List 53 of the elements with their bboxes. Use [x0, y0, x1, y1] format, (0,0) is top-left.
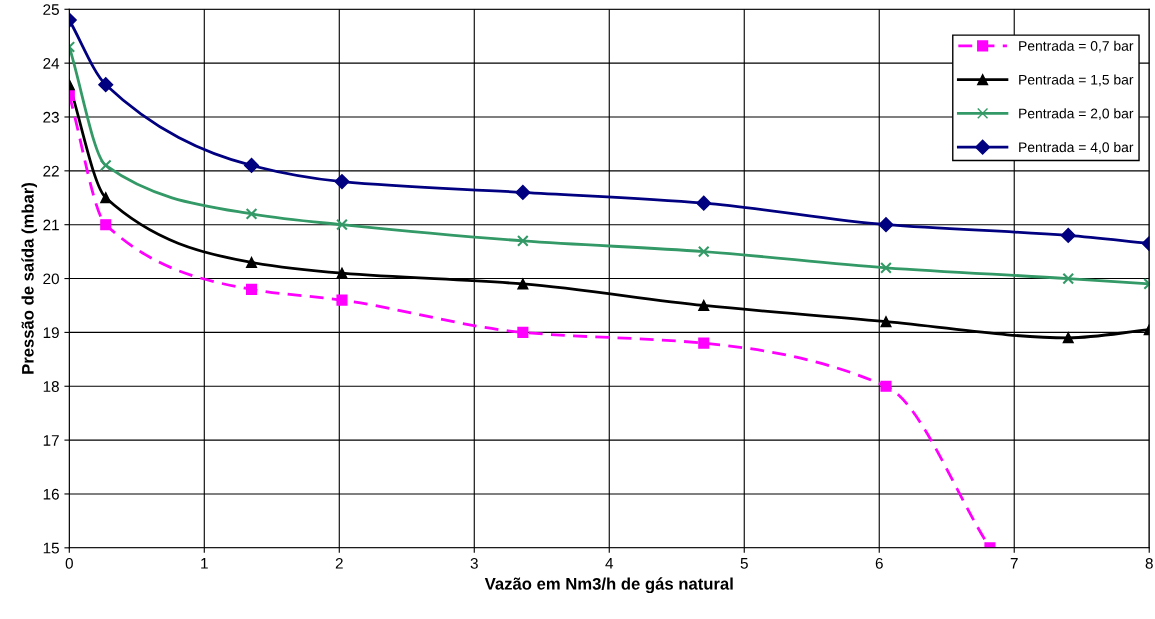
point	[517, 326, 529, 338]
point	[516, 234, 529, 247]
legend-label: Pentrada = 1,5 bar	[1019, 74, 1134, 87]
y-tick-label: 16	[43, 488, 59, 500]
point	[698, 337, 710, 349]
y-tick-label: 21	[43, 219, 59, 231]
point	[880, 261, 892, 274]
legend-label: Pentrada = 0,7 bar	[1019, 40, 1134, 53]
point	[698, 299, 710, 312]
point	[880, 380, 892, 392]
legend-label: Pentrada = 4,0 bar	[1019, 141, 1134, 154]
x-tick-label: 2	[335, 557, 343, 569]
point	[245, 283, 258, 295]
y-tick-label: 19	[43, 327, 59, 339]
x-tick-label: 6	[875, 557, 883, 569]
legend-label: Pentrada = 2,0 bar	[1019, 108, 1134, 121]
point	[100, 219, 112, 231]
y-tick-label: 24	[43, 58, 60, 69]
x-tick-label: 4	[605, 558, 614, 569]
point	[243, 157, 260, 174]
y-tick-label: 25	[43, 4, 59, 15]
point	[334, 174, 350, 190]
x-tick-label: 7	[1010, 558, 1018, 569]
x-tick-label: 1	[201, 558, 208, 569]
y-tick-label: 18	[43, 381, 59, 392]
x-tick-label: 8	[1145, 557, 1153, 569]
point	[245, 208, 258, 220]
x-tick-label: 5	[740, 558, 748, 569]
y-tick-label: 22	[43, 165, 59, 177]
point	[245, 256, 258, 268]
point	[336, 267, 348, 279]
y-tick-label: 15	[43, 542, 59, 554]
point	[878, 217, 894, 233]
point	[98, 77, 114, 93]
x-tick-label: 0	[65, 557, 73, 569]
y-tick-label: 23	[43, 111, 59, 123]
x-tick-label: 3	[470, 557, 478, 569]
y-tick-label: 20	[43, 273, 59, 285]
point	[99, 159, 112, 172]
point	[336, 218, 348, 231]
x-axis-title: Vazão em Nm3/h de gás natural	[484, 577, 733, 594]
point	[100, 192, 112, 204]
point	[1060, 227, 1076, 244]
point	[515, 184, 531, 200]
point	[1062, 332, 1074, 344]
point	[517, 278, 529, 290]
y-tick-label: 17	[43, 435, 59, 446]
point	[696, 195, 712, 211]
point	[880, 316, 892, 328]
point	[336, 294, 348, 306]
point	[1062, 272, 1075, 285]
y-axis-title: Pressão de saída (mbar)	[21, 183, 38, 374]
point	[697, 245, 710, 258]
